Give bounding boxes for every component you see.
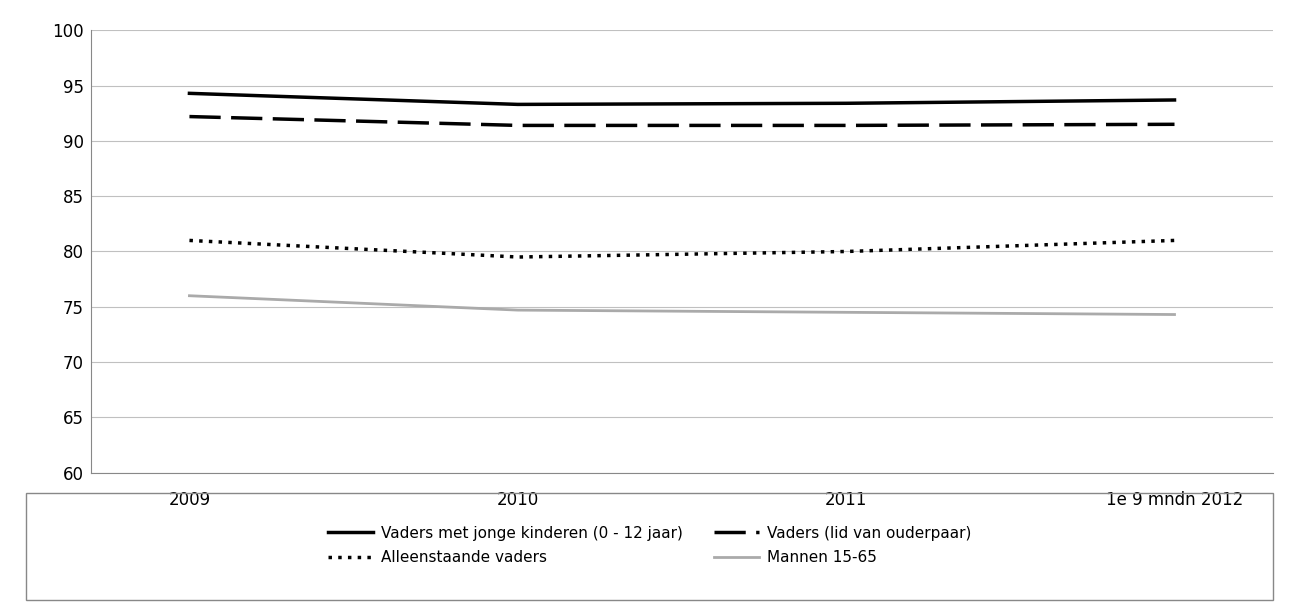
Bar	[26, 493, 1273, 600]
Legend: Vaders met jonge kinderen (0 - 12 jaar), Alleenstaande vaders, Vaders (lid van o: Vaders met jonge kinderen (0 - 12 jaar),…	[322, 520, 977, 571]
